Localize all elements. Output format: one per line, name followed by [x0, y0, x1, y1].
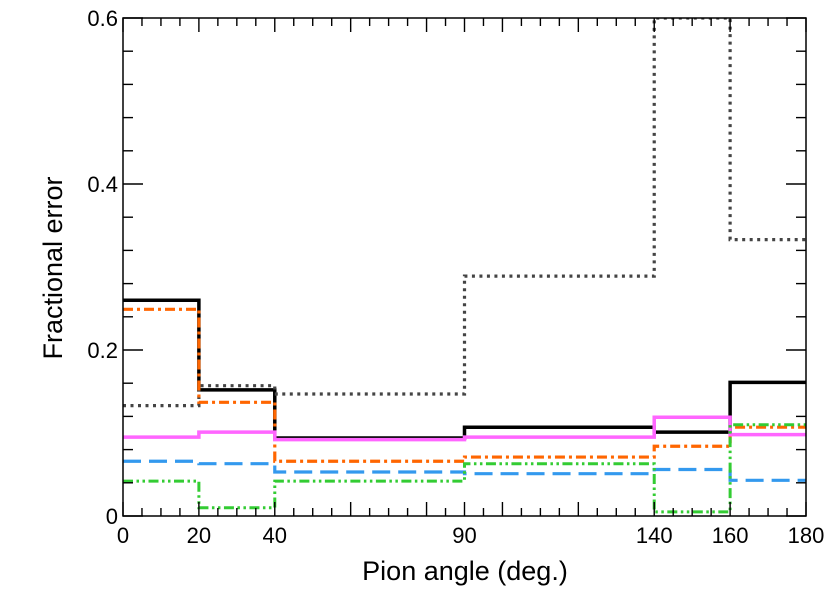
y-tick-label: 0.2 — [87, 338, 118, 363]
x-tick-label: 20 — [187, 523, 211, 548]
x-tick-label: 40 — [263, 523, 287, 548]
x-tick-label: 160 — [712, 523, 749, 548]
series-1-dotted-line — [123, 18, 806, 408]
x-tick-label: 0 — [117, 523, 129, 548]
y-tick-label: 0.4 — [87, 172, 118, 197]
x-axis-label: Pion angle (deg.) — [362, 556, 568, 586]
tick-labels-layer: 0 20 40 90 140 160 180 0 0.2 0.4 0.6 — [87, 6, 824, 548]
x-tick-label: 180 — [788, 523, 825, 548]
y-axis-label: Fractional error — [38, 176, 68, 359]
y-tick-label: 0 — [106, 504, 118, 529]
y-tick-label: 0.6 — [87, 6, 118, 31]
series-3-solid-line — [123, 415, 806, 442]
series-layer — [123, 18, 806, 514]
ticks-layer — [122, 17, 807, 517]
x-tick-label: 90 — [452, 523, 476, 548]
x-tick-label: 140 — [636, 523, 673, 548]
